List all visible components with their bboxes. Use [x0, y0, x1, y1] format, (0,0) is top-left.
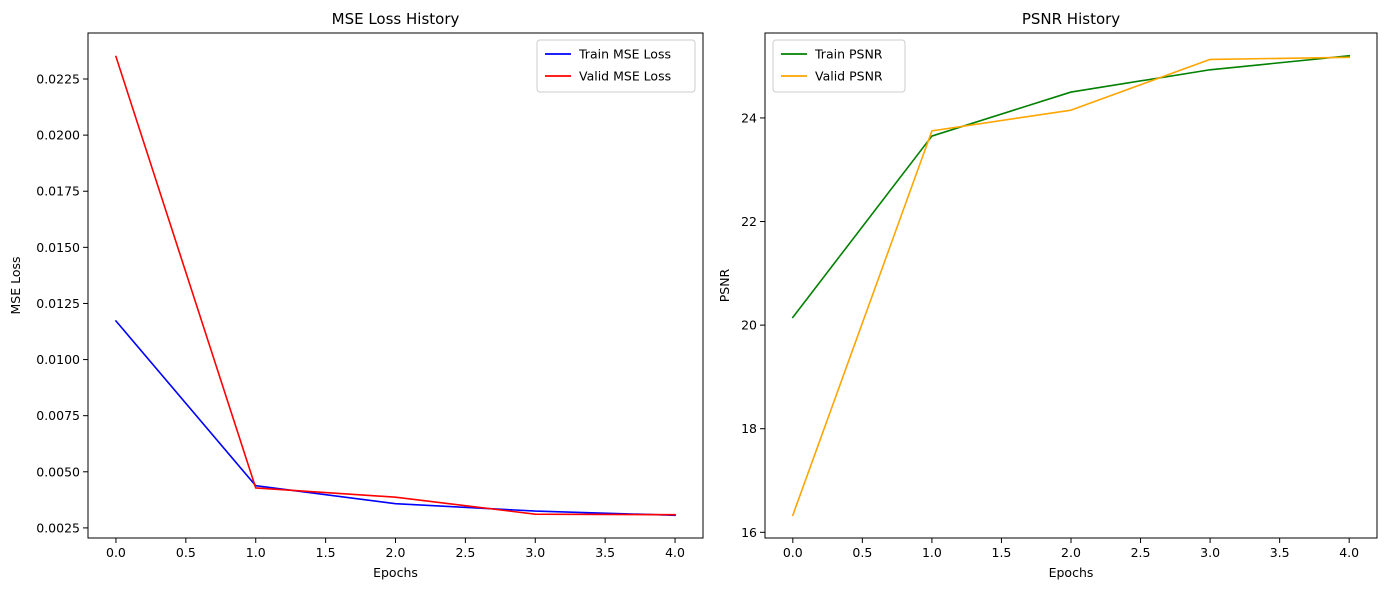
x-tick-label: 1.0: [246, 545, 266, 560]
y-axis-label: PSNR: [717, 268, 732, 302]
y-axis-label: MSE Loss: [8, 256, 23, 314]
chart-title: MSE Loss History: [332, 10, 460, 28]
legend: Train MSE Loss Valid MSE Loss: [536, 39, 696, 93]
x-tick-label: 3.0: [525, 545, 545, 560]
chart-title: PSNR History: [1022, 10, 1120, 28]
legend-label: Train MSE Loss: [578, 47, 671, 62]
x-tick-label: 0.5: [176, 545, 196, 560]
x-axis-label: Epochs: [373, 565, 418, 580]
x-axis-label: Epochs: [1049, 565, 1094, 580]
legend-label: Valid PSNR: [815, 69, 883, 84]
series-line-valid-psnr: [791, 56, 1350, 517]
series-line-train-psnr: [791, 54, 1351, 319]
legend-label: Train PSNR: [814, 47, 883, 62]
y-tick-label: 0.0225: [36, 72, 80, 87]
x-tick-label: 2.5: [1131, 545, 1151, 560]
y-tick-label: 0.0100: [36, 352, 80, 367]
y-tick-label: 16: [741, 525, 757, 540]
x-tick-label: 0.5: [852, 545, 872, 560]
y-tick-label: 22: [741, 214, 757, 229]
x-tick-label: 3.5: [1270, 545, 1290, 560]
legend: Train PSNR Valid PSNR: [772, 39, 906, 93]
legend-box: [536, 39, 696, 93]
y-tick-label: 0.0175: [36, 184, 80, 199]
mse-loss-chart: MSE Loss History 0.0 0.5 1.0 1.5 2.0 2.5 3.0 3.5…: [8, 10, 704, 580]
plot-frame: [764, 32, 1378, 539]
x-tick-label: 2.0: [386, 545, 406, 560]
x-tick-label: 3.0: [1200, 545, 1220, 560]
y-tick-label: 0.0125: [36, 296, 80, 311]
x-tick-label: 4.0: [665, 545, 685, 560]
y-tick-label: 0.0075: [36, 408, 80, 423]
x-tick-label: 1.5: [316, 545, 336, 560]
legend-box: [772, 39, 906, 93]
x-tick-label: 3.5: [595, 545, 615, 560]
y-tick-label: 24: [741, 110, 757, 125]
x-tick-label: 4.0: [1339, 545, 1359, 560]
series-line-valid-mse-loss: [114, 55, 676, 516]
y-tick-label: 0.0200: [36, 128, 80, 143]
x-tick-label: 0.0: [106, 545, 126, 560]
y-tick-label: 0.0050: [36, 464, 80, 479]
y-tick-label: 20: [741, 318, 757, 333]
x-tick-label: 1.0: [922, 545, 942, 560]
y-tick-label: 0.0150: [36, 240, 80, 255]
series-line-train-mse-loss: [114, 319, 676, 517]
x-tick-label: 1.5: [992, 545, 1012, 560]
y-tick-label: 18: [741, 421, 757, 436]
plot-frame: [87, 32, 704, 539]
x-tick-label: 0.0: [783, 545, 803, 560]
x-tick-label: 2.5: [455, 545, 475, 560]
x-tick-label: 2.0: [1061, 545, 1081, 560]
y-tick-label: 0.0025: [36, 520, 80, 535]
legend-label: Valid MSE Loss: [579, 69, 671, 84]
psnr-chart: PSNR History 0.0 0.5 1.0 1.5 2.0 2.5 3.0 3.5 4.0 1…: [717, 10, 1378, 580]
